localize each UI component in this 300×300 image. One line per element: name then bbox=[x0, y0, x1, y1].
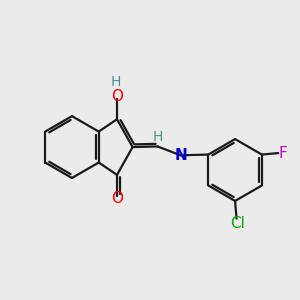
Text: N: N bbox=[175, 148, 187, 163]
Text: Cl: Cl bbox=[231, 216, 245, 231]
Text: H: H bbox=[110, 75, 121, 89]
Text: O: O bbox=[111, 89, 123, 104]
Text: O: O bbox=[111, 191, 123, 206]
Text: H: H bbox=[153, 130, 164, 144]
Text: F: F bbox=[279, 146, 288, 160]
